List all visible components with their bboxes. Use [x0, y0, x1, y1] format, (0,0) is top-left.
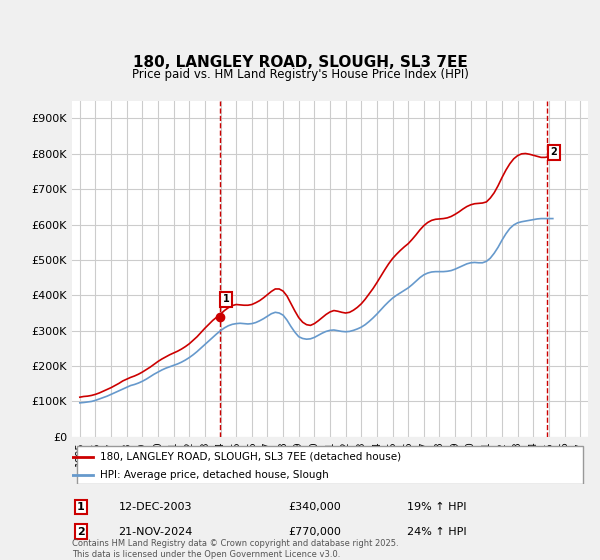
Text: Price paid vs. HM Land Registry's House Price Index (HPI): Price paid vs. HM Land Registry's House … — [131, 68, 469, 81]
Text: 21-NOV-2024: 21-NOV-2024 — [118, 526, 193, 536]
Text: 19% ↑ HPI: 19% ↑ HPI — [407, 502, 467, 512]
Text: 180, LANGLEY ROAD, SLOUGH, SL3 7EE (detached house): 180, LANGLEY ROAD, SLOUGH, SL3 7EE (deta… — [100, 452, 401, 462]
Text: 12-DEC-2003: 12-DEC-2003 — [118, 502, 192, 512]
Text: 2: 2 — [77, 526, 85, 536]
Text: 2: 2 — [550, 147, 557, 157]
FancyBboxPatch shape — [77, 446, 583, 484]
Text: 24% ↑ HPI: 24% ↑ HPI — [407, 526, 467, 536]
Text: £770,000: £770,000 — [289, 526, 341, 536]
Text: HPI: Average price, detached house, Slough: HPI: Average price, detached house, Slou… — [100, 470, 329, 479]
Text: 1: 1 — [223, 294, 230, 304]
Text: £340,000: £340,000 — [289, 502, 341, 512]
Text: 1: 1 — [77, 502, 85, 512]
Text: Contains HM Land Registry data © Crown copyright and database right 2025.
This d: Contains HM Land Registry data © Crown c… — [72, 539, 398, 559]
Text: 180, LANGLEY ROAD, SLOUGH, SL3 7EE: 180, LANGLEY ROAD, SLOUGH, SL3 7EE — [133, 55, 467, 70]
